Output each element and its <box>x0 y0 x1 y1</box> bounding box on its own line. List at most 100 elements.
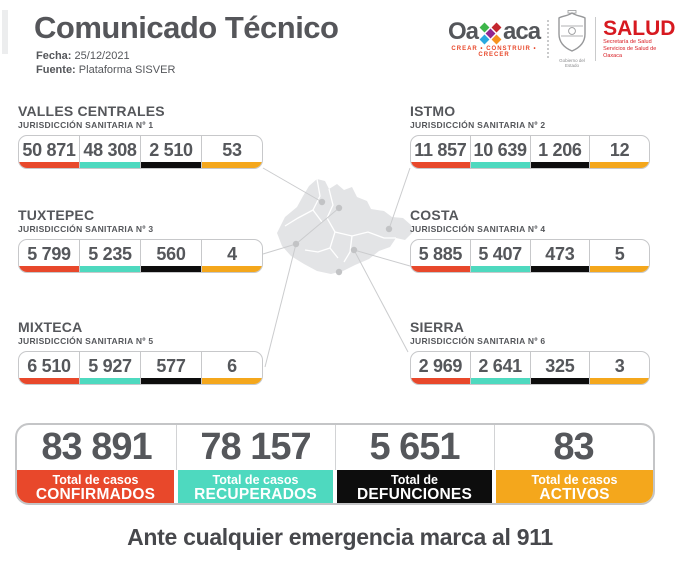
region-sierra: SIERRA JURISDICCIÓN SANITARIA Nº 6 2 969… <box>410 320 650 385</box>
recovered-cell: 48 308 <box>79 136 140 168</box>
recovered-bar <box>80 266 140 272</box>
recovered-cell: 5 927 <box>79 352 140 384</box>
total-label-band: Total de casos RECUPERADOS <box>178 470 333 503</box>
confirmed-bar <box>411 162 470 168</box>
state-crest-icon: Gobierno del Estado <box>556 10 588 68</box>
active-bar <box>202 162 262 168</box>
active-bar <box>590 378 649 384</box>
stat-value: 5 <box>614 243 625 264</box>
recovered-bar <box>80 378 140 384</box>
active-cell: 5 <box>589 240 649 272</box>
recovered-bar <box>80 162 140 168</box>
logo-row: Oa aca CREAR • CONSTRUIR • CRECER Gobier… <box>448 10 675 68</box>
confirmed-cell: 11 857 <box>411 136 470 168</box>
recovered-cell: 10 639 <box>469 136 530 168</box>
region-stats-table: 6 510 5 927 577 6 <box>18 351 263 385</box>
stat-value: 5 799 <box>27 243 71 264</box>
oaxaca-wordmark: Oa aca <box>448 18 541 45</box>
total-recovered: 78 157 Total de casos RECUPERADOS <box>176 425 335 503</box>
active-bar <box>590 162 649 168</box>
report-source: Fuente: Plataforma SISVER <box>36 64 176 76</box>
stat-value: 10 639 <box>473 139 527 160</box>
region-stats-table: 5 799 5 235 560 4 <box>18 239 263 273</box>
region-name: VALLES CENTRALES <box>18 103 165 119</box>
deaths-bar <box>141 162 201 168</box>
total-value: 83 <box>553 426 594 468</box>
stat-value: 2 510 <box>149 139 193 160</box>
region-subtitle: JURISDICCIÓN SANITARIA Nº 6 <box>410 336 546 346</box>
stat-value: 5 927 <box>88 355 132 376</box>
confirmed-cell: 2 969 <box>411 352 470 384</box>
recovered-cell: 5 235 <box>79 240 140 272</box>
location-dots <box>292 198 393 276</box>
recovered-cell: 2 641 <box>469 352 530 384</box>
active-bar <box>590 266 649 272</box>
deaths-bar <box>530 378 590 384</box>
connector-lines <box>262 167 411 368</box>
region-costa: COSTA JURISDICCIÓN SANITARIA Nº 4 5 885 … <box>410 208 650 273</box>
region-subtitle: JURISDICCIÓN SANITARIA Nº 3 <box>18 224 154 234</box>
active-cell: 53 <box>201 136 262 168</box>
total-deaths: 5 651 Total de DEFUNCIONES <box>335 425 494 503</box>
stat-value: 325 <box>545 355 575 376</box>
report-date: Fecha: 25/12/2021 <box>36 50 130 62</box>
recovered-bar <box>470 266 530 272</box>
stat-value: 11 857 <box>414 139 467 160</box>
total-value: 5 651 <box>369 426 460 468</box>
region-valles-centrales: VALLES CENTRALES JURISDICCIÓN SANITARIA … <box>18 104 263 169</box>
deaths-cell: 560 <box>140 240 201 272</box>
deaths-cell: 1 206 <box>529 136 590 168</box>
stat-value: 2 641 <box>478 355 522 376</box>
stat-value: 6 <box>227 355 237 376</box>
active-cell: 6 <box>201 352 262 384</box>
region-subtitle: JURISDICCIÓN SANITARIA Nº 1 <box>18 120 154 130</box>
total-label-band: Total de DEFUNCIONES <box>337 470 492 503</box>
deaths-bar <box>530 162 590 168</box>
total-label-band: Total de casos ACTIVOS <box>496 470 653 503</box>
oaxaca-tagline: CREAR • CONSTRUIR • CRECER <box>451 46 537 58</box>
deaths-cell: 325 <box>529 352 590 384</box>
state-silhouette <box>277 179 412 274</box>
active-cell: 3 <box>589 352 649 384</box>
stat-value: 473 <box>545 243 575 264</box>
stat-value: 48 308 <box>83 139 137 160</box>
stat-value: 577 <box>156 355 186 376</box>
recovered-bar <box>470 378 530 384</box>
stat-value: 12 <box>609 139 630 160</box>
crest-caption: Gobierno del Estado <box>559 58 585 68</box>
region-mixteca: MIXTECA JURISDICCIÓN SANITARIA Nº 5 6 51… <box>18 320 263 385</box>
region-name: ISTMO <box>410 103 456 119</box>
confirmed-cell: 5 799 <box>19 240 79 272</box>
region-stats-table: 5 885 5 407 473 5 <box>410 239 650 273</box>
region-subtitle: JURISDICCIÓN SANITARIA Nº 2 <box>410 120 546 130</box>
dotted-divider <box>547 20 550 58</box>
confirmed-bar <box>19 162 79 168</box>
stat-value: 4 <box>227 243 237 264</box>
deaths-cell: 473 <box>529 240 590 272</box>
solid-divider <box>595 17 597 61</box>
region-subtitle: JURISDICCIÓN SANITARIA Nº 5 <box>18 336 154 346</box>
total-value: 78 157 <box>200 426 311 468</box>
deaths-cell: 2 510 <box>140 136 201 168</box>
region-istmo: ISTMO JURISDICCIÓN SANITARIA Nº 2 11 857… <box>410 104 650 169</box>
active-cell: 12 <box>589 136 649 168</box>
deaths-bar <box>141 266 201 272</box>
stat-value: 5 235 <box>88 243 132 264</box>
page-title: Comunicado Técnico <box>34 10 339 45</box>
region-stats-table: 50 871 48 308 2 510 53 <box>18 135 263 169</box>
stat-value: 1 206 <box>538 139 582 160</box>
stat-value: 6 510 <box>27 355 71 376</box>
region-tuxtepec: TUXTEPEC JURISDICCIÓN SANITARIA Nº 3 5 7… <box>18 208 263 273</box>
emergency-slogan: Ante cualquier emergencia marca al 911 <box>127 524 553 550</box>
report-meta: Fecha: 25/12/2021 Fuente: Plataforma SIS… <box>36 49 175 77</box>
total-active: 83 Total de casos ACTIVOS <box>494 425 653 503</box>
total-value: 83 891 <box>41 426 152 468</box>
stat-value: 53 <box>222 139 242 160</box>
total-label-band: Total de casos CONFIRMADOS <box>17 470 174 503</box>
deaths-bar <box>530 266 590 272</box>
region-subtitle: JURISDICCIÓN SANITARIA Nº 4 <box>410 224 546 234</box>
confirmed-bar <box>411 378 470 384</box>
active-bar <box>202 378 262 384</box>
